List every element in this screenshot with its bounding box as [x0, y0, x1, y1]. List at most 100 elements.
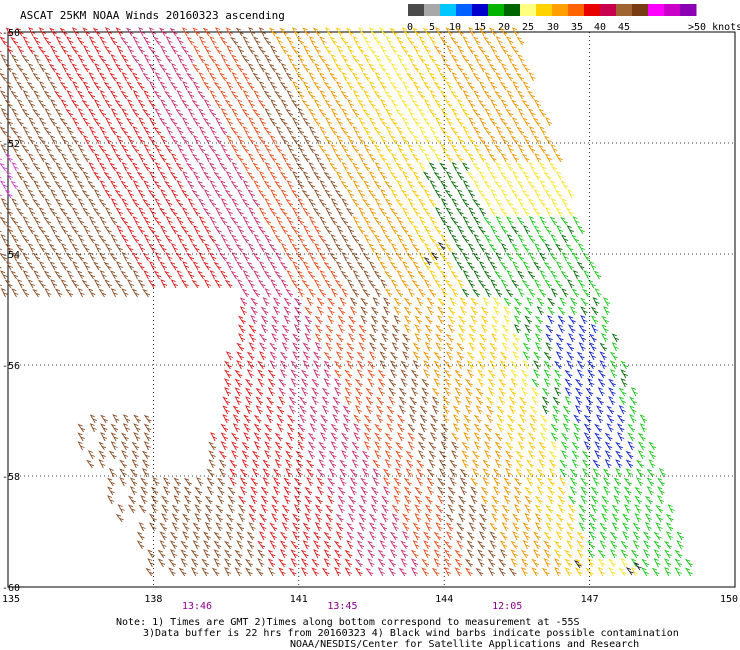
- wind-barb: [533, 99, 542, 109]
- wind-barb: [564, 395, 572, 406]
- wind-barb: [15, 63, 24, 73]
- wind-barb: [521, 279, 530, 289]
- wind-barb: [454, 558, 463, 568]
- wind-barb: [417, 441, 426, 451]
- wind-barb: [230, 270, 239, 280]
- wind-barb: [22, 90, 30, 100]
- wind-barb: [351, 72, 360, 82]
- wind-barb: [0, 29, 3, 36]
- wind-barb: [291, 27, 300, 37]
- wind-barb: [142, 72, 151, 82]
- wind-barb: [544, 279, 552, 289]
- wind-barb: [98, 108, 107, 118]
- wind-barb: [278, 387, 286, 397]
- wind-barb: [300, 567, 308, 577]
- wind-barb: [246, 261, 255, 271]
- wind-barb: [307, 144, 316, 154]
- wind-barb: [300, 369, 309, 379]
- wind-barb: [354, 378, 363, 388]
- wind-barb: [592, 297, 600, 307]
- wind-barb: [541, 567, 550, 577]
- wind-barb: [524, 486, 533, 496]
- wind-barb: [550, 432, 558, 442]
- wind-barb: [557, 495, 566, 505]
- wind-barb: [522, 207, 530, 217]
- wind-barb: [362, 36, 371, 46]
- wind-barb: [302, 207, 310, 217]
- wind-barb: [27, 99, 35, 109]
- wind-barb: [368, 171, 377, 181]
- wind-barb: [143, 414, 152, 424]
- wind-barb: [480, 495, 489, 505]
- wind-barb: [488, 243, 497, 253]
- wind-barb: [323, 369, 331, 379]
- wind-barb: [125, 207, 134, 217]
- wind-barb: [131, 162, 140, 172]
- wind-barb: [309, 414, 318, 424]
- wind-barb: [187, 144, 195, 154]
- wind-barb: [340, 36, 349, 46]
- wind-barb: [422, 261, 431, 271]
- wind-barb: [423, 279, 432, 289]
- wind-barb: [423, 369, 431, 379]
- wind-barb: [431, 567, 440, 577]
- wind-barb: [368, 522, 377, 532]
- wind-barb: [92, 207, 101, 217]
- wind-barb: [418, 216, 426, 226]
- wind-barb: [308, 126, 316, 136]
- wind-barb: [522, 261, 530, 271]
- wind-barb: [379, 342, 388, 352]
- wind-barb: [428, 459, 436, 469]
- wind-barb: [274, 450, 282, 460]
- wind-barb: [311, 558, 320, 568]
- wind-barb: [516, 216, 525, 226]
- wind-barb: [360, 495, 368, 505]
- wind-barb: [65, 108, 74, 118]
- wind-barb: [76, 72, 85, 82]
- wind-barb: [66, 180, 74, 190]
- wind-barb: [311, 387, 319, 397]
- wind-barb: [126, 81, 134, 91]
- wind-barb: [279, 531, 288, 541]
- wind-barb: [325, 324, 334, 334]
- wind-barb: [26, 261, 35, 271]
- wind-barb: [512, 531, 520, 541]
- wind-barb: [461, 108, 470, 118]
- wind-barb: [318, 252, 327, 262]
- wind-barb: [48, 63, 57, 73]
- wind-barb: [246, 135, 255, 145]
- wind-barb: [182, 522, 190, 532]
- wind-barb: [483, 36, 492, 46]
- wind-barb: [48, 27, 57, 37]
- wind-barb: [176, 90, 184, 100]
- wind-barb: [597, 378, 606, 388]
- wind-barb: [76, 270, 85, 280]
- wind-barb: [385, 72, 393, 82]
- wind-barb: [409, 396, 417, 406]
- wind-barb: [386, 423, 394, 433]
- wind-barb: [402, 81, 410, 91]
- wind-barb: [466, 135, 475, 145]
- wind-barb: [0, 270, 8, 280]
- wind-barb: [545, 333, 553, 343]
- wind-barb: [109, 126, 118, 136]
- wind-barb: [483, 54, 492, 64]
- wind-barb: [374, 252, 382, 262]
- wind-barb: [377, 549, 386, 559]
- wind-barb: [6, 135, 14, 145]
- wind-barb: [521, 153, 530, 163]
- wind-barb: [597, 567, 605, 577]
- wind-barb: [99, 216, 107, 226]
- wind-barb: [382, 297, 391, 307]
- wind-barb: [356, 261, 365, 271]
- latitude-tick-label: -56: [2, 361, 20, 372]
- wind-barb: [268, 207, 277, 217]
- wind-barb: [288, 567, 297, 577]
- wind-barb: [312, 27, 321, 37]
- wind-barb: [171, 504, 180, 514]
- wind-barb: [384, 198, 393, 208]
- wind-barb: [357, 243, 366, 253]
- wind-barb: [5, 81, 14, 91]
- wind-barb: [10, 270, 19, 280]
- wind-barb: [10, 234, 19, 244]
